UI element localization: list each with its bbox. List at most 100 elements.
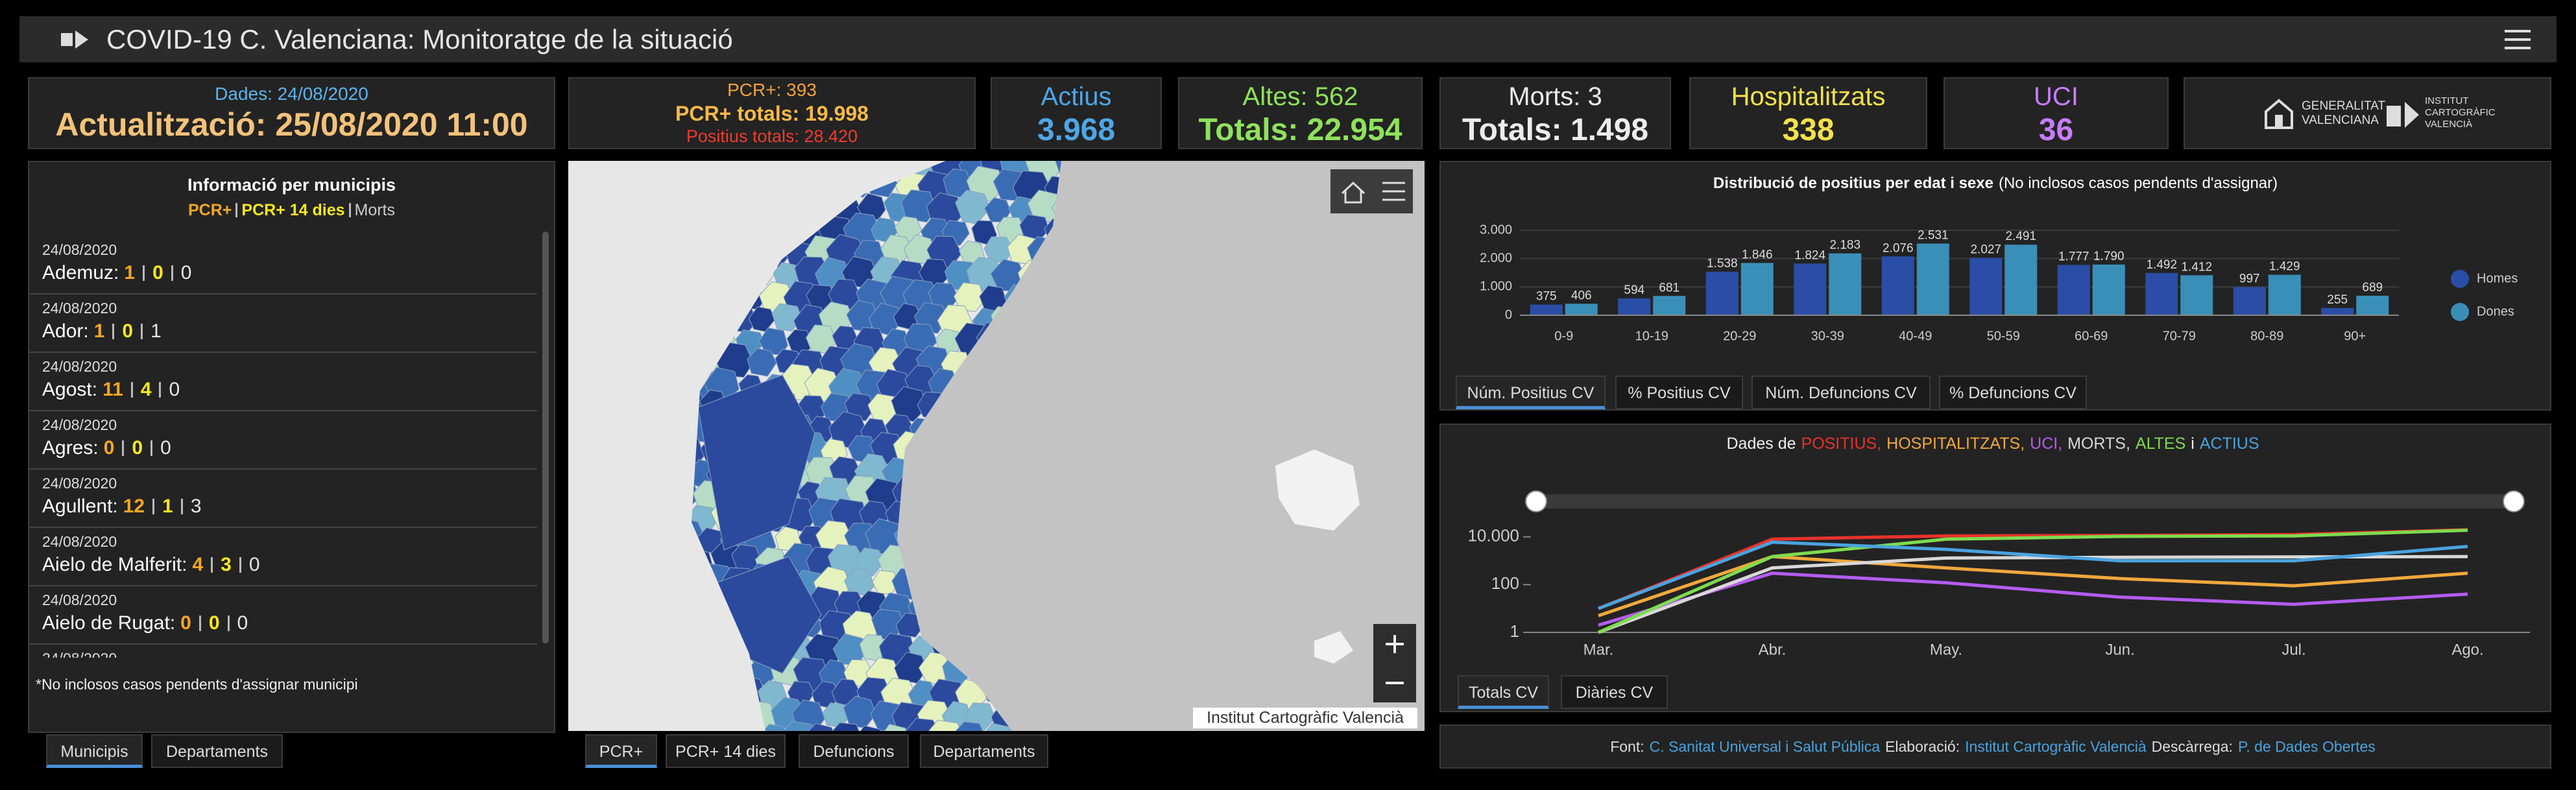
kpi-box: UCI 36 [1944,77,2169,149]
row-value: 0 [160,437,171,459]
row-name: Agres: [42,437,99,459]
row-line: Agullent: 12 1 3 [42,496,202,518]
separator [112,324,115,339]
row-name: Aielo de Rugat: [42,612,176,634]
kpi-label: Altes: 562 [1242,82,1358,111]
row-value: 12 [123,496,145,517]
kpi-box: Morts: 3 Totals: 1.498 [1439,77,1671,149]
row-value: 3 [190,496,202,517]
legend-entry: HOSPITALITZATS, [1886,435,2025,453]
kpi-label: UCI [2034,82,2078,111]
legend-pcr14: PCR+ 14 dies [241,201,345,219]
footer-link[interactable]: C. Sanitat Universal i Salut Pública [1649,738,1881,755]
footer-text: Font: [1610,738,1644,755]
municipality-row: 24/08/2020 Aielo de Malferit: 4 3 0 [29,528,537,586]
kpi-value: 338 [1782,113,1835,147]
separator [227,616,230,631]
map-panel[interactable]: Institut Cartogràfic Valencià [568,161,1425,731]
tab[interactable]: Departaments [151,734,283,768]
municipality-list[interactable]: 24/08/2020 Ademuz: 1 0 0 24/08/2020 Ador: 1 0 1 24… [29,236,554,658]
legend-button[interactable] [1382,182,1405,201]
panel-title: Informació per municipis [187,175,396,195]
municipality-row: 24/08/2020 Aielo de Rugat: 0 0 0 [29,586,537,645]
gva-line: VALENCIANA [2302,114,2379,127]
kpi-box: Hospitalitzats 338 [1689,77,1927,149]
municipality-area [953,282,985,312]
gva-name: GENERALITAT VALENCIANA [2302,99,2385,128]
municipality-row: 24/08/2020 Ador: 1 0 1 [29,294,537,353]
municipality-area [854,547,885,577]
tab[interactable]: Núm. Defuncions CV [1751,376,1931,409]
municipality-area [747,348,777,377]
icv-name: INSTITUT CARTOGRÀFIC VALENCIÀ [2425,95,2496,130]
footer-link[interactable]: P. de Dades Obertes [2237,738,2376,755]
icv-line: INSTITUT [2425,95,2469,106]
line-chart-panel [1439,424,2551,712]
separator [199,616,201,631]
row-value: 0 [132,437,143,459]
menu-button[interactable] [2505,29,2531,51]
separator [152,499,155,514]
kpi-label: Hospitalitzats [1731,82,1886,111]
tab[interactable]: Núm. Positius CV [1456,376,1606,409]
row-name: Aielo de Malferit: [42,554,187,575]
tab[interactable]: Totals CV [1458,675,1549,709]
scrollbar[interactable] [542,232,549,643]
row-value: 0 [180,612,191,634]
app-title: COVID-19 C. Valenciana: Monitoratge de l… [106,24,733,54]
home-button[interactable] [1341,181,1366,204]
kpi-value: Totals: 22.954 [1198,113,1402,147]
pcr-total: PCR+ totals: 19.998 [675,102,869,125]
tab[interactable]: Departaments [920,734,1048,768]
row-value: 0 [169,379,180,400]
municipality-row: 24/08/2020 Agost: 11 4 0 [29,353,537,411]
tab[interactable]: Diàries CV [1561,675,1668,709]
data-date: Dades: 24/08/2020 [215,84,368,104]
separator [348,203,351,217]
tab[interactable]: % Positius CV [1615,376,1743,409]
separator [122,440,125,456]
row-value: 0 [103,437,115,459]
row-date: 24/08/2020 [42,241,117,258]
gva-logo [2265,99,2293,129]
kpi-label: Morts: 3 [1508,82,1602,111]
icv-line: CARTOGRÀFIC [2425,107,2496,118]
footer-text: Descàrrega: [2151,738,2233,755]
municipality-area [891,386,928,422]
title-prefix: Dades de [1726,435,1796,453]
row-line: Agost: 11 4 0 [42,379,180,401]
tab[interactable]: % Defuncions CV [1939,376,2087,409]
attribution-box [1193,708,1417,728]
separator [130,382,133,398]
attribution: Institut Cartogràfic Valencià [1207,709,1404,727]
icv-logo [2387,102,2419,128]
legend-entry: ALTES [2135,435,2186,453]
update-time: Actualització: 25/08/2020 11:00 [55,106,528,143]
municipality-area [950,721,989,731]
row-value: 0 [248,554,260,575]
row-date: 24/08/2020 [42,475,117,492]
map[interactable]: Institut Cartogràfic Valencià [568,161,1425,731]
update-box: Dades: 24/08/2020 Actualització: 25/08/2… [28,77,555,149]
zoom-in[interactable] [1386,635,1404,653]
row-name: Ademuz: [42,262,119,283]
municipality-area [901,189,937,223]
tab[interactable]: Municipis [46,734,143,768]
municipality-row: 24/08/2020 Ademuz: 1 0 0 [29,236,537,294]
tab[interactable]: PCR+ [585,734,657,768]
row-date: 24/08/2020 [42,533,117,550]
separator [235,203,238,217]
separator [143,265,145,281]
municipalities-panel: Informació per municipis PCR+ PCR+ 14 die… [28,161,555,733]
row-line: Ademuz: 1 0 0 [42,262,191,284]
municipality-row: 24/08/2020 [29,645,537,658]
footer: Font: C. Sanitat Universal i Salut Públic… [1439,724,2551,769]
footer-link[interactable]: Institut Cartogràfic Valencià [1965,738,2147,755]
tab[interactable]: PCR+ 14 dies [666,734,786,768]
row-line: Ador: 1 0 1 [42,320,162,342]
legend-entry: POSITIUS, [1801,435,1882,453]
bar-chart-panel [1439,161,2551,411]
tab[interactable]: Defuncions [799,734,909,768]
row-date: 24/08/2020 [42,416,117,433]
